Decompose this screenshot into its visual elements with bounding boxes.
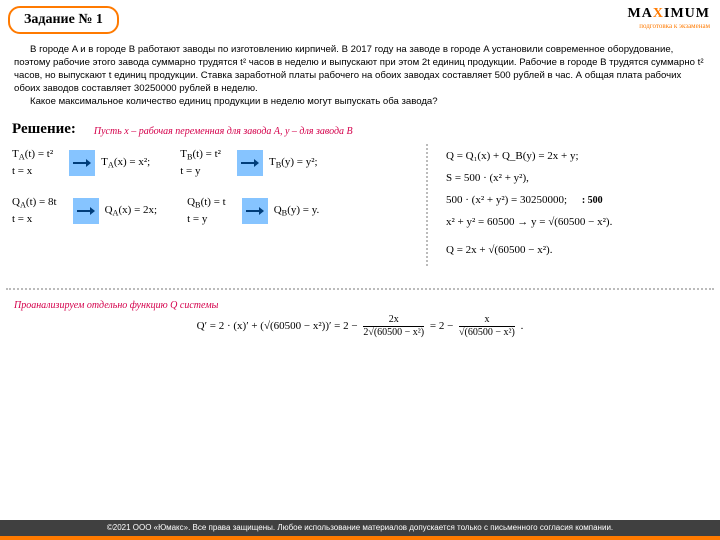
copyright: ©2021 ООО «Юмакс». Все права защищены. Л…	[0, 520, 720, 536]
derivative-line: Q′ = 2 · (x)′ + (√(60500 − x²))′ = 2 − 2…	[0, 315, 720, 344]
r1c1: TA(t) = t² t = x	[12, 147, 53, 177]
e: (x) = x²;	[114, 156, 150, 168]
t: Q	[274, 204, 282, 216]
footer: ©2021 ООО «Юмакс». Все права защищены. Л…	[0, 520, 720, 540]
l: t = y	[180, 164, 221, 178]
frac2: x √(60500 − x²)	[459, 315, 515, 338]
r2c1: QA(t) = 8t t = x	[12, 195, 57, 225]
e: (y) = y.	[287, 204, 319, 216]
l: t = y	[187, 212, 226, 226]
dA: Q′ = 2 · (x)′ + (√(60500 − x²))′ = 2 −	[197, 320, 361, 332]
l: t = x	[12, 212, 57, 226]
r2c3: QB(t) = t t = y	[187, 195, 226, 225]
f2d: √(60500 − x²)	[459, 327, 515, 338]
e: (t) = t²	[193, 148, 221, 160]
divider	[6, 288, 714, 290]
footer-accent	[0, 536, 720, 540]
logo: MAXIMUM подготовка к экзаменам	[628, 6, 710, 30]
rq3a: 500 · (x² + y²) = 30250000;	[446, 194, 567, 206]
e: (t) = t²	[25, 148, 53, 160]
logo-part1: MA	[628, 6, 653, 21]
solution-intro: Пусть x – рабочая переменная для завода …	[94, 121, 353, 137]
arrow-icon	[73, 198, 99, 224]
problem-text: В городе A и в городе B работают заводы …	[0, 44, 720, 115]
arrow-icon	[237, 150, 263, 176]
solution-header: Решение: Пусть x – рабочая переменная дл…	[12, 121, 708, 138]
e: (t) = 8t	[26, 196, 57, 208]
rq3: 500 · (x² + y²) = 30250000; : 500	[446, 194, 708, 206]
problem-p1: В городе A и в городе B работают заводы …	[14, 44, 706, 96]
f2n: x	[459, 315, 515, 327]
r1c2: TA(x) = x²;	[101, 155, 150, 171]
logo-x: X	[653, 6, 664, 21]
r1c3: TB(t) = t² t = y	[180, 147, 221, 177]
rq4: x² + y² = 60500 → y = √(60500 − x²).	[446, 216, 708, 228]
r1c4: TB(y) = y²;	[269, 155, 318, 171]
row2: QA(t) = 8t t = x QA(x) = 2x; QB(t) = t t…	[12, 192, 412, 230]
analyze-note: Проанализируем отдельно функцию Q систем…	[0, 300, 720, 315]
task-badge: Задание № 1	[8, 6, 119, 34]
l: t = x	[12, 164, 53, 178]
logo-word: MAXIMUM	[628, 6, 710, 22]
header: Задание № 1 MAXIMUM подготовка к экзамен…	[0, 0, 720, 44]
t: T	[12, 148, 19, 160]
f1d: 2√(60500 − x²)	[363, 327, 424, 338]
row1: TA(t) = t² t = x TA(x) = x²; TB(t) = t² …	[12, 144, 412, 182]
solution: Решение: Пусть x – рабочая переменная дл…	[0, 121, 720, 266]
solution-title: Решение:	[12, 121, 76, 138]
dC: .	[521, 320, 524, 332]
rq2: S = 500 · (x² + y²),	[446, 172, 708, 184]
arrow-icon	[242, 198, 268, 224]
arrow-icon	[69, 150, 95, 176]
t: T	[101, 156, 108, 168]
left-derivations: TA(t) = t² t = x TA(x) = x²; TB(t) = t² …	[12, 144, 428, 266]
rq5: Q = 2x + √(60500 − x²).	[446, 244, 708, 256]
e: (x) = 2x;	[119, 204, 158, 216]
r2c2: QA(x) = 2x;	[105, 203, 158, 219]
f1n: 2x	[363, 315, 424, 327]
page: Задание № 1 MAXIMUM подготовка к экзамен…	[0, 0, 720, 540]
t: Q	[187, 196, 195, 208]
r2c4: QB(y) = y.	[274, 203, 320, 219]
dB: = 2 −	[430, 320, 456, 332]
right-derivations: Q = Q₁(x) + Q_B(y) = 2x + y; S = 500 · (…	[428, 144, 708, 266]
frac1: 2x 2√(60500 − x²)	[363, 315, 424, 338]
e: (t) = t	[201, 196, 226, 208]
work-area: TA(t) = t² t = x TA(x) = x²; TB(t) = t² …	[12, 144, 708, 266]
t: Q	[105, 204, 113, 216]
logo-tagline: подготовка к экзаменам	[628, 22, 710, 30]
rq3-note: : 500	[582, 195, 603, 206]
e: (y) = y²;	[281, 156, 317, 168]
t: T	[269, 156, 276, 168]
problem-p2: Какое максимальное количество единиц про…	[14, 96, 706, 109]
t: Q	[12, 196, 20, 208]
t: T	[180, 148, 187, 160]
logo-part2: IMUM	[664, 6, 710, 21]
rq1: Q = Q₁(x) + Q_B(y) = 2x + y;	[446, 150, 708, 162]
